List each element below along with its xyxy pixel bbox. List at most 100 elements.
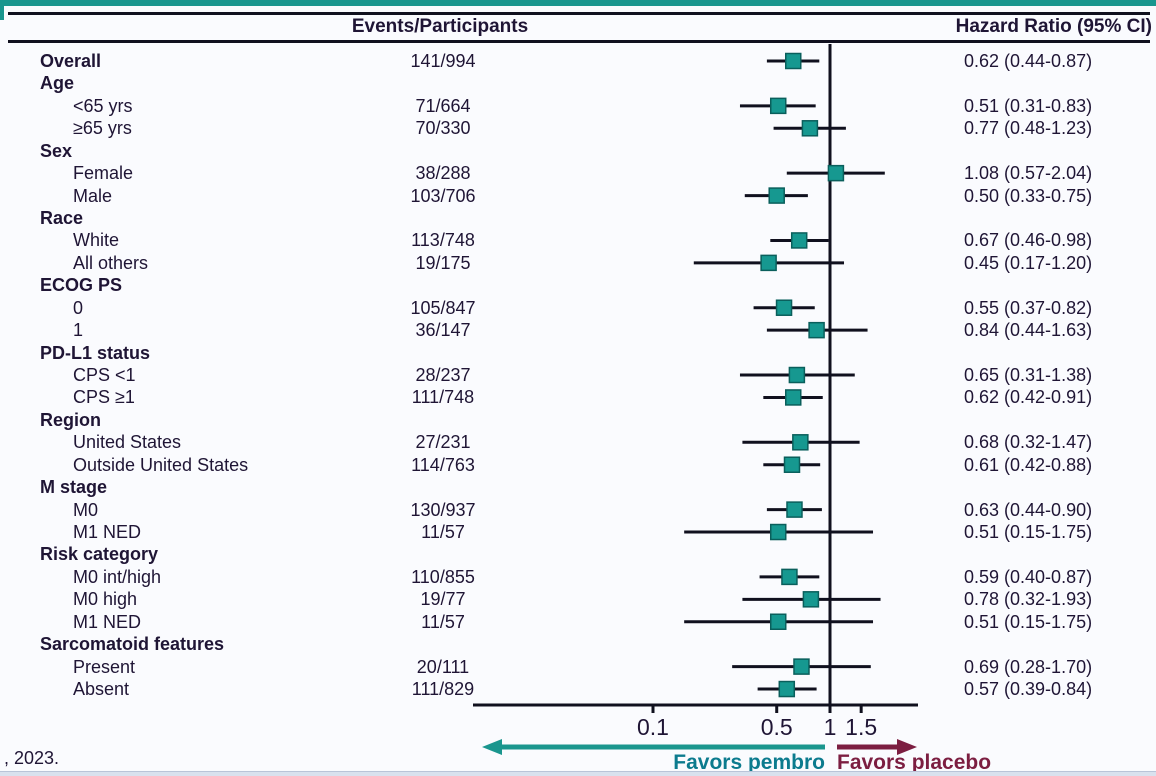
hr-value: 0.51 (0.31-0.83) (964, 95, 1093, 116)
row-label: M0 (73, 499, 99, 520)
events-value: 71/664 (415, 95, 471, 116)
hr-value: 0.51 (0.15-1.75) (964, 611, 1093, 632)
hr-marker (827, 164, 845, 182)
group-header-label: M stage (40, 477, 108, 498)
events-value: 11/57 (421, 611, 465, 632)
hr-marker (786, 501, 803, 518)
row-label: Overall (40, 51, 102, 71)
x-axis-tick-label: 0.1 (637, 714, 669, 740)
events-value: 114/763 (411, 454, 475, 475)
hr-value: 0.61 (0.42-0.88) (964, 454, 1093, 475)
events-value: 105/847 (410, 297, 476, 318)
events-value: 19/77 (420, 589, 466, 610)
row-label: Female (73, 163, 134, 184)
row-label: CPS <1 (73, 365, 136, 386)
events-value: 70/330 (415, 118, 471, 139)
group-header-label: Age (40, 73, 75, 94)
row-label: Male (73, 185, 113, 206)
events-value: 36/147 (415, 320, 471, 341)
hr-marker (802, 591, 820, 608)
events-column-header: Events/Participants (351, 16, 529, 37)
row-label: 1 (73, 320, 84, 341)
hr-marker (781, 568, 798, 586)
row-label: Present (73, 656, 136, 677)
group-header-label: Risk category (40, 544, 159, 565)
hr-value: 0.63 (0.44-0.90) (964, 499, 1093, 520)
events-value: 19/175 (415, 252, 471, 273)
x-axis-tick-label: 1 (823, 714, 837, 740)
hr-value: 0.51 (0.15-1.75) (964, 522, 1093, 543)
favors-placebo-label: Favors placebo (837, 751, 992, 774)
header-bottom-rule (8, 40, 1150, 43)
hr-marker (785, 52, 802, 70)
hr-value: 0.65 (0.31-1.38) (964, 365, 1093, 386)
group-header-label: Region (40, 409, 101, 430)
row-label: M0 int/high (73, 566, 162, 587)
hr-value: 0.67 (0.46-0.98) (964, 230, 1093, 251)
hr-marker (769, 97, 787, 115)
events-value: 28/237 (415, 365, 471, 386)
group-header-label: ECOG PS (40, 275, 123, 296)
hr-value: 0.69 (0.28-1.70) (964, 656, 1093, 677)
row-label: <65 yrs (73, 95, 133, 116)
events-value: 113/748 (411, 230, 475, 251)
hr-marker (793, 658, 810, 675)
hr-marker (769, 523, 787, 541)
hr-marker (768, 187, 785, 204)
hr-marker (801, 120, 819, 137)
events-value: 111/748 (411, 387, 475, 408)
hr-marker (760, 254, 777, 272)
group-header-label: PD-L1 status (40, 342, 151, 363)
row-label: 0 (73, 297, 84, 318)
header-top-rule (8, 12, 1150, 15)
row-label: White (73, 230, 120, 251)
group-header-label: Race (40, 208, 84, 228)
events-value: 11/57 (421, 522, 465, 543)
hr-value: 0.55 (0.37-0.82) (964, 297, 1093, 318)
row-label: ≥65 yrs (73, 118, 132, 139)
favors-placebo-arrowhead (897, 739, 917, 755)
hr-marker (785, 389, 802, 406)
hr-value: 0.50 (0.33-0.75) (964, 185, 1093, 206)
x-axis-tick-label: 1.5 (845, 714, 878, 740)
x-axis-tick-label: 0.5 (760, 714, 793, 740)
hr-value: 0.84 (0.44-1.63) (964, 320, 1093, 341)
row-label: M0 high (73, 589, 138, 610)
row-label: CPS ≥1 (73, 387, 135, 408)
events-value: 130/937 (410, 499, 476, 520)
hr-value: 0.77 (0.48-1.23) (964, 118, 1093, 139)
hr-value: 0.68 (0.32-1.47) (964, 432, 1093, 453)
row-label: Absent (73, 679, 130, 700)
row-label: M1 NED (73, 611, 142, 632)
hr-marker (790, 232, 808, 249)
hr-value: 1.08 (0.57-2.04) (964, 163, 1093, 184)
hr-value: 0.57 (0.39-0.84) (964, 679, 1093, 700)
events-value: 103/706 (410, 185, 476, 206)
events-value: 110/855 (411, 566, 475, 587)
group-header-label: Sex (40, 140, 73, 161)
hr-value: 0.62 (0.42-0.91) (964, 387, 1093, 408)
hr-value: 0.78 (0.32-1.93) (964, 589, 1093, 610)
row-label: M1 NED (73, 522, 142, 543)
hr-marker (783, 456, 801, 473)
hr-marker (808, 321, 825, 339)
events-value: 111/829 (411, 679, 475, 700)
hr-marker (778, 680, 796, 698)
hr-marker (769, 613, 787, 630)
favors-pembro-arrowhead (482, 739, 502, 755)
hr-marker (788, 366, 806, 384)
favors-pembro-label: Favors pembro (673, 751, 825, 774)
row-label: All others (73, 252, 149, 273)
hr-value: 0.45 (0.17-1.20) (964, 252, 1093, 273)
row-label: Outside United States (73, 454, 249, 475)
events-value: 27/231 (415, 432, 471, 453)
events-value: 141/994 (410, 51, 476, 71)
hazard-ratio-column-header: Hazard Ratio (95% CI) (955, 16, 1152, 37)
events-value: 20/111 (416, 656, 470, 677)
top-accent-bar (0, 0, 1156, 6)
hr-value: 0.62 (0.44-0.87) (964, 51, 1093, 71)
group-header-label: Sarcomatoid features (40, 634, 225, 655)
left-accent-sliver (0, 0, 4, 20)
events-value: 38/288 (415, 163, 471, 184)
